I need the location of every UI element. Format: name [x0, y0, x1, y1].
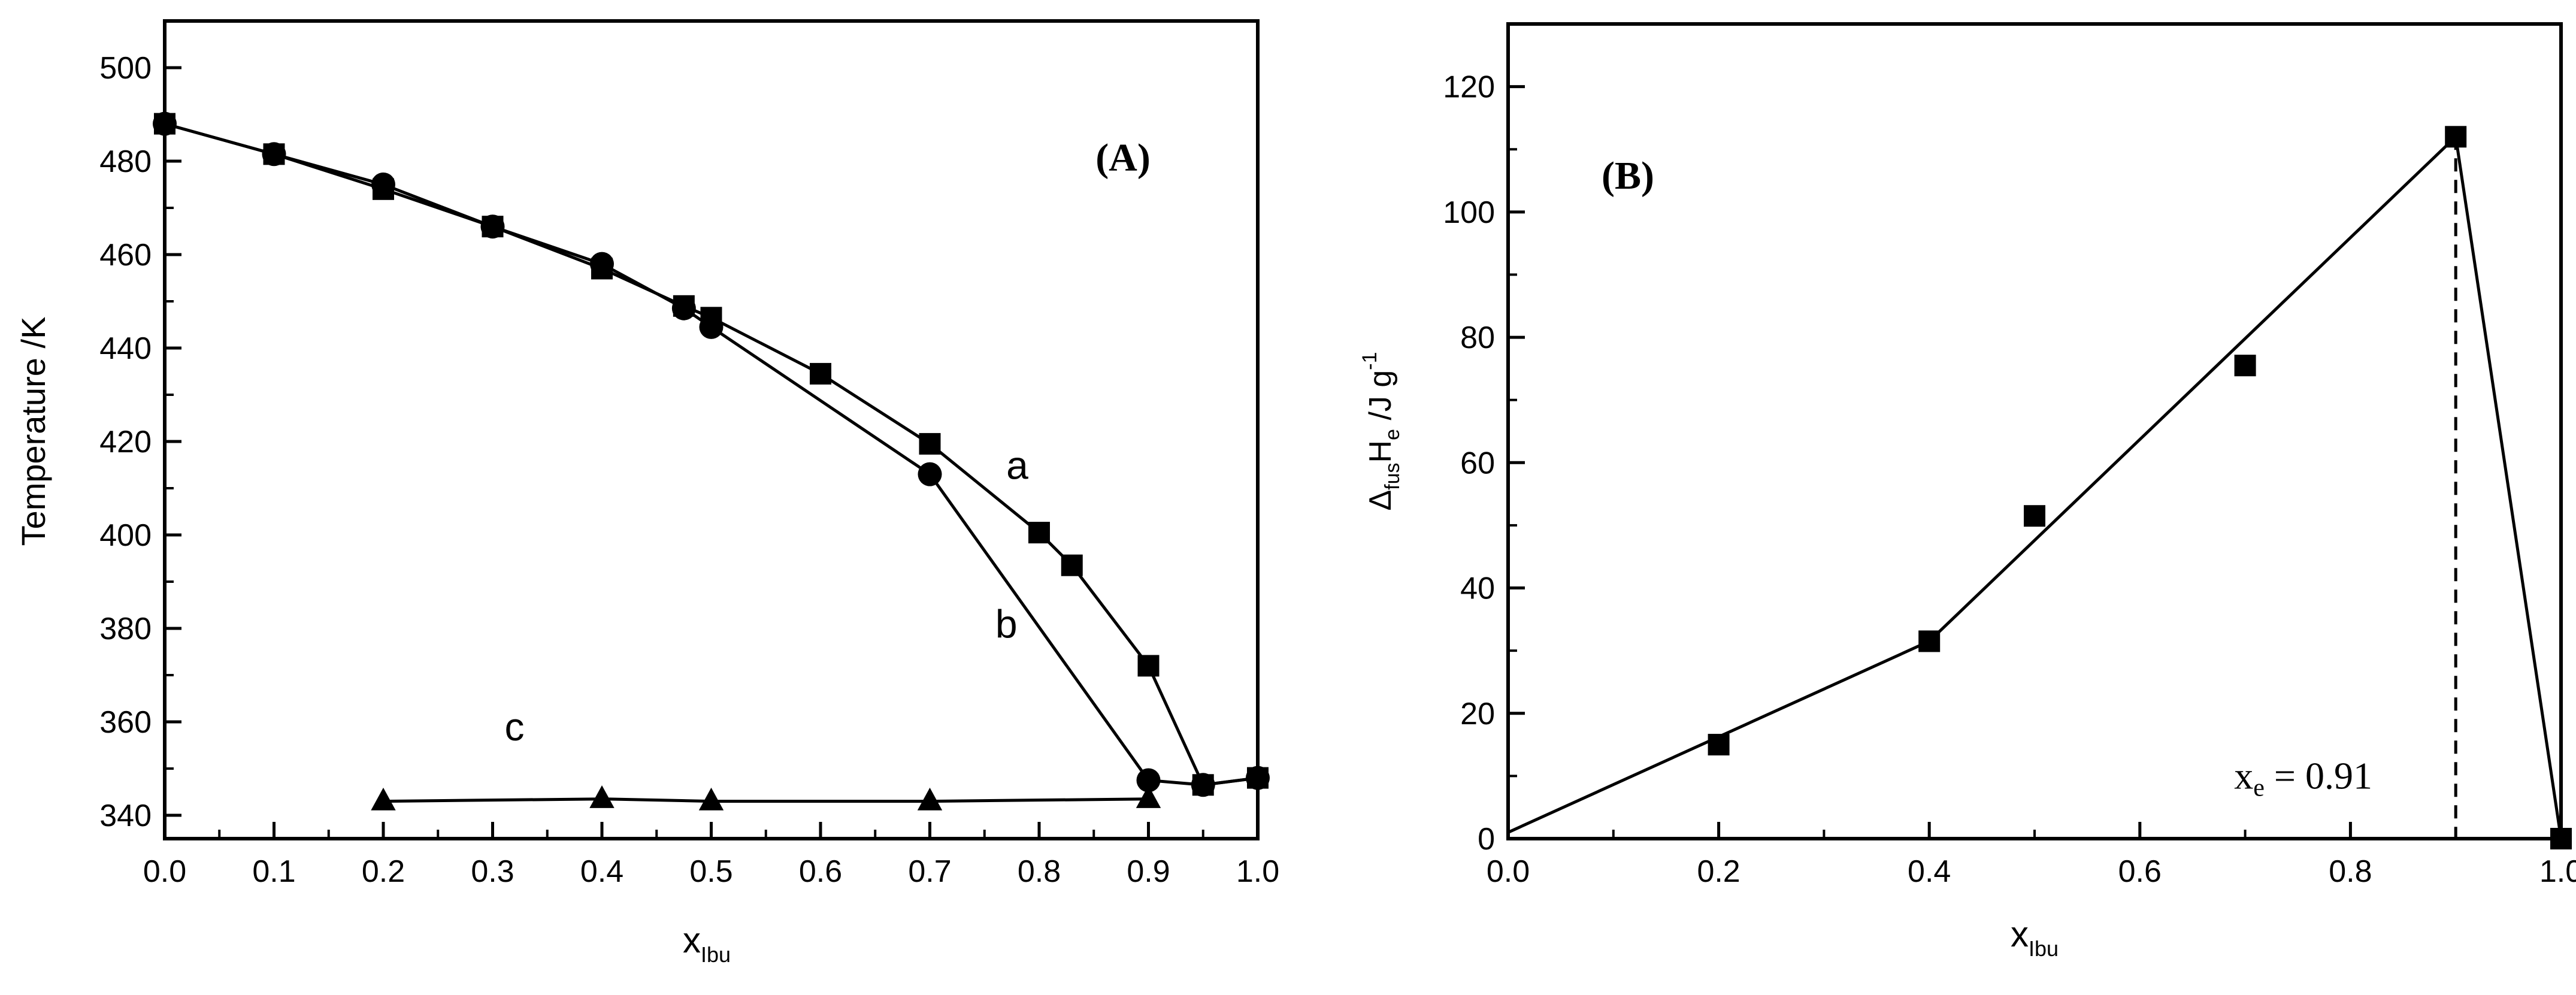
panel-a-series-a-point	[1137, 655, 1160, 677]
panel-b-xtick-label: 0.2	[1697, 854, 1740, 889]
panel-b-frame	[1506, 22, 2563, 840]
panel-b-ytick-label: 40	[1460, 571, 1495, 606]
panel-a: 0.0 0.1 0.2 0.3 0.4 0.5 0.6 0.7 0.8 0.9 1.0 340 360 3…	[14, 19, 1279, 967]
panel-a-label: (A)	[1095, 136, 1151, 180]
panel-a-series-b-line	[164, 122, 1258, 787]
panel-b-ytick-label: 20	[1460, 697, 1495, 731]
panel-a-ytick-label: 360	[99, 705, 152, 740]
panel-a-series-a-line	[164, 122, 1258, 787]
panel-a-ytick-label: 460	[99, 238, 152, 273]
panel-a-series-b-point	[262, 142, 286, 167]
panel-a-xtick-label: 0.9	[1127, 854, 1170, 889]
panel-a-series-c-point	[371, 787, 396, 810]
panel-a-series-a-point	[810, 362, 831, 385]
panel-b-ytick-label: 100	[1443, 195, 1495, 230]
panel-b-data-point	[2024, 505, 2045, 527]
panel-a-series-c-point	[1136, 785, 1161, 808]
panel-a-frame	[163, 19, 1260, 840]
panel-a-series-b-point	[1191, 773, 1215, 797]
panel-a-ylabel: Temperature /K	[14, 317, 52, 546]
panel-b-xtick-label: 0.6	[2118, 854, 2162, 889]
panel-a-xtick-label: 0.7	[908, 854, 951, 889]
panel-a-ytick-label: 480	[99, 144, 152, 179]
panel-a-series-b-point	[671, 296, 696, 320]
panel-a-xtick-label: 0.3	[471, 854, 514, 889]
panel-a-series-a-point	[1061, 554, 1083, 576]
panel-b-eutectic-label: xe = 0.91	[2234, 754, 2372, 802]
panel-a-curve-label-a: a	[1006, 443, 1028, 487]
panel-a-series-b-point	[371, 173, 395, 196]
panel-b-ylabel: ΔfusHe /J g-1	[1358, 352, 1404, 510]
panel-a-curve-label-c: c	[505, 704, 525, 749]
panel-a-xtick-label: 0.5	[689, 854, 732, 889]
panel-b-xtick-label: 0.8	[2329, 854, 2372, 889]
panel-a-series-a-point	[1028, 522, 1050, 544]
panel-a-ytick-label: 500	[99, 51, 152, 86]
panel-b-xtick-label: 0.4	[1908, 854, 1951, 889]
panel-a-series-c-point	[698, 787, 724, 810]
panel-a-curve-label-b: b	[995, 602, 1018, 646]
panel-a-xtick-label: 0.8	[1018, 854, 1061, 889]
panel-b-data-point	[1918, 630, 1941, 652]
panel-b-xtick-label: 0.0	[1487, 854, 1530, 889]
panel-b-data-point	[2234, 355, 2256, 377]
panel-a-series-b-point	[590, 252, 614, 276]
panel-a-xtick-label: 0.2	[362, 854, 405, 889]
panel-a-series-b-point	[918, 462, 942, 486]
panel-b-ytick-label: 60	[1460, 446, 1495, 480]
panel-a-series-b-point	[1136, 768, 1161, 793]
panel-b-label: (B)	[1602, 154, 1654, 198]
panel-a-xtick-label: 0.6	[799, 854, 842, 889]
panel-a-series-c-line	[383, 797, 1149, 803]
panel-a-ytick-label: 440	[99, 331, 152, 366]
panel-a-series-b-point	[1246, 766, 1270, 790]
panel-b-ytick-label: 120	[1443, 70, 1495, 105]
panel-a-ytick-label: 340	[99, 799, 152, 833]
panel-a-xtick-label: 1.0	[1236, 854, 1279, 889]
panel-a-xtick-label: 0.1	[252, 854, 295, 889]
panel-b-ytick-label: 80	[1460, 320, 1495, 355]
panel-b: 0.0 0.2 0.4 0.6 0.8 1.0 0 20 40 60 80 100 120 (B) xI…	[1358, 22, 2576, 961]
panel-a-ytick-label: 380	[99, 612, 152, 646]
panel-b-xlabel: xIbu	[2011, 914, 2059, 961]
panel-a-series-a-point	[919, 433, 941, 455]
panel-a-ytick-label: 420	[99, 425, 152, 459]
panel-a-series-c-point	[589, 785, 615, 808]
panel-a-series-b-point	[153, 111, 177, 136]
panel-a-series-b-point	[480, 214, 505, 239]
panel-b-xtick-label: 1.0	[2539, 854, 2576, 889]
panel-a-xtick-label: 0.0	[143, 854, 186, 889]
panel-a-series-b-point	[699, 314, 724, 339]
panel-b-data-point	[1708, 734, 1730, 756]
panel-b-fit-line	[1507, 134, 2563, 839]
panel-b-ytick-label: 0	[1478, 822, 1495, 857]
panel-a-xlabel: xIbu	[683, 920, 731, 967]
panel-a-xtick-label: 0.4	[580, 854, 623, 889]
panel-a-ytick-label: 400	[99, 518, 152, 553]
panel-a-series-c-point	[917, 787, 943, 810]
